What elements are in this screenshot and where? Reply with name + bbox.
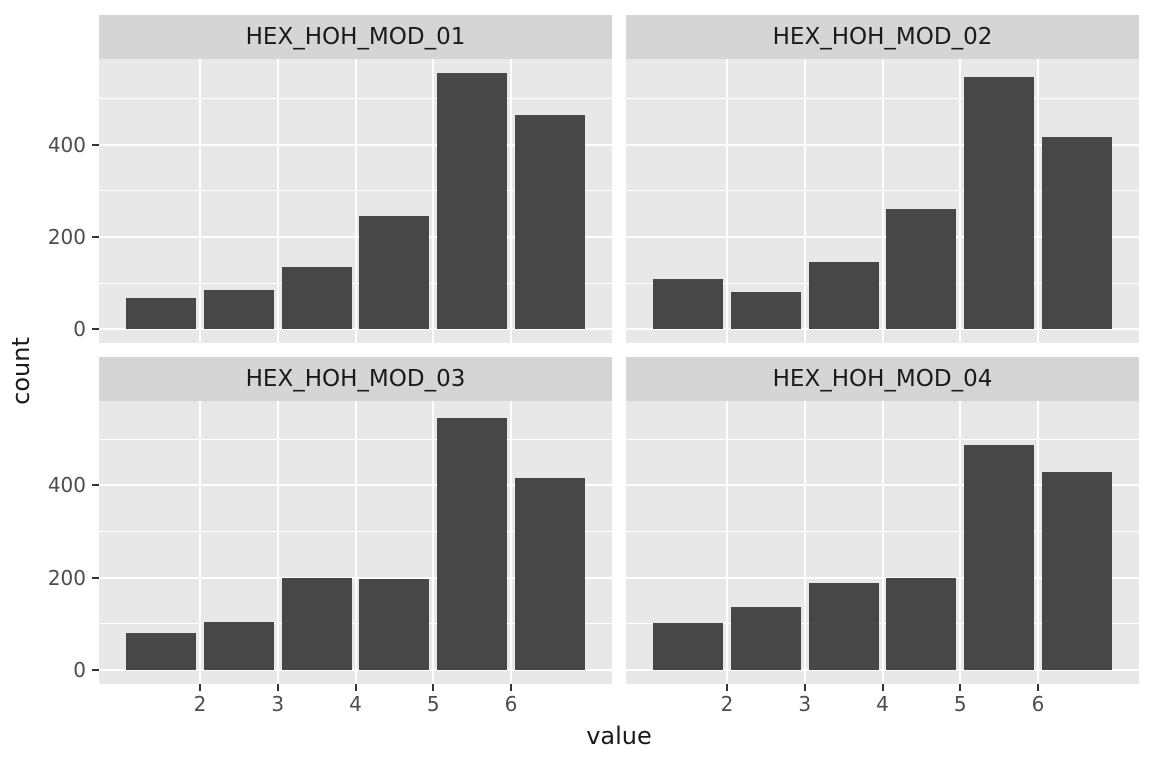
histogram-bar [964, 445, 1035, 670]
x-tick-label: 3 [798, 692, 812, 716]
major-gridline-vertical [509, 401, 512, 684]
x-tick-label: 4 [349, 692, 362, 716]
x-tick-label: 5 [426, 692, 440, 716]
y-tick-mark [92, 236, 99, 238]
y-tick-mark [92, 143, 99, 146]
histogram-bar [514, 115, 585, 330]
x-tick-label: 6 [504, 692, 518, 716]
histogram-bar [437, 418, 508, 670]
major-gridline-vertical [276, 401, 279, 684]
x-tick-mark [432, 684, 435, 691]
x-axis-title: value [586, 722, 652, 750]
y-tick-label: 400 [47, 132, 86, 157]
x-tick-label: 6 [1031, 692, 1045, 716]
x-tick-label: 4 [876, 692, 889, 716]
major-gridline-vertical [276, 59, 279, 343]
facet-strip: HEX_HOH_MOD_01 [99, 15, 612, 59]
x-tick-mark [803, 684, 806, 691]
x-tick-label: 3 [271, 692, 285, 716]
major-gridline-vertical [726, 59, 729, 343]
histogram-bar [359, 215, 430, 330]
facet-title: HEX_HOH_MOD_01 [245, 24, 466, 50]
major-gridline-vertical [432, 59, 435, 343]
x-tick-mark [509, 684, 512, 691]
x-tick-label: 2 [720, 692, 734, 716]
histogram-bar [1041, 472, 1112, 670]
y-tick-label: 200 [47, 225, 86, 249]
facet-panel [626, 59, 1139, 343]
facet-strip: HEX_HOH_MOD_03 [99, 357, 612, 401]
major-gridline-vertical [959, 59, 962, 343]
x-tick-label: 2 [193, 692, 207, 716]
histogram-bar [359, 578, 430, 670]
y-tick-mark [92, 484, 99, 487]
facet-panel [99, 401, 612, 684]
major-gridline-vertical [803, 59, 806, 343]
major-gridline-vertical [881, 59, 884, 343]
histogram-bar [808, 583, 879, 670]
major-gridline-vertical [881, 401, 884, 684]
major-gridline-vertical [432, 401, 435, 684]
histogram-bar [281, 266, 352, 330]
major-gridline-vertical [199, 59, 202, 343]
histogram-bar [886, 577, 957, 670]
histogram-bar [808, 261, 879, 330]
x-tick-mark [199, 684, 202, 691]
histogram-bar [1041, 136, 1112, 330]
x-tick-mark [1036, 684, 1039, 691]
histogram-bar [437, 73, 508, 330]
histogram-bar [203, 621, 274, 670]
facet-panel [99, 59, 612, 343]
major-gridline-vertical [354, 59, 357, 343]
histogram-bar [886, 208, 957, 330]
major-gridline-vertical [199, 401, 202, 684]
histogram-bar [281, 577, 352, 670]
facet-title: HEX_HOH_MOD_03 [245, 366, 466, 392]
y-tick-label: 200 [47, 565, 86, 590]
x-tick-mark [726, 684, 729, 691]
y-tick-mark [92, 328, 99, 331]
y-tick-label: 400 [47, 473, 86, 498]
y-tick-label: 0 [73, 317, 86, 342]
x-tick-mark [959, 684, 962, 691]
x-tick-mark [354, 684, 357, 691]
major-gridline-vertical [803, 401, 806, 684]
x-tick-mark [276, 684, 279, 691]
x-tick-mark [881, 684, 884, 691]
histogram-bar [653, 278, 724, 330]
y-axis-title: count [7, 337, 35, 405]
major-gridline-vertical [354, 401, 357, 684]
y-tick-label: 0 [73, 658, 86, 682]
major-gridline-vertical [1036, 59, 1039, 343]
y-tick-mark [92, 669, 99, 671]
histogram-bar [514, 477, 585, 670]
facet-title: HEX_HOH_MOD_04 [772, 366, 993, 392]
y-tick-mark [92, 576, 99, 579]
histogram-bar [126, 633, 197, 670]
x-tick-label: 5 [953, 692, 967, 716]
histogram-bar [653, 623, 724, 670]
histogram-bar [730, 606, 801, 670]
major-gridline-vertical [726, 401, 729, 684]
histogram-bar [203, 290, 274, 330]
major-gridline-vertical [959, 401, 962, 684]
facet-title: HEX_HOH_MOD_02 [772, 24, 993, 50]
facet-panel [626, 401, 1139, 684]
major-gridline-vertical [509, 59, 512, 343]
facet-strip: HEX_HOH_MOD_04 [626, 357, 1139, 401]
histogram-bar [964, 76, 1035, 330]
facet-strip: HEX_HOH_MOD_02 [626, 15, 1139, 59]
major-gridline-vertical [1036, 401, 1039, 684]
histogram-bar [730, 292, 801, 330]
histogram-bar [126, 298, 197, 330]
